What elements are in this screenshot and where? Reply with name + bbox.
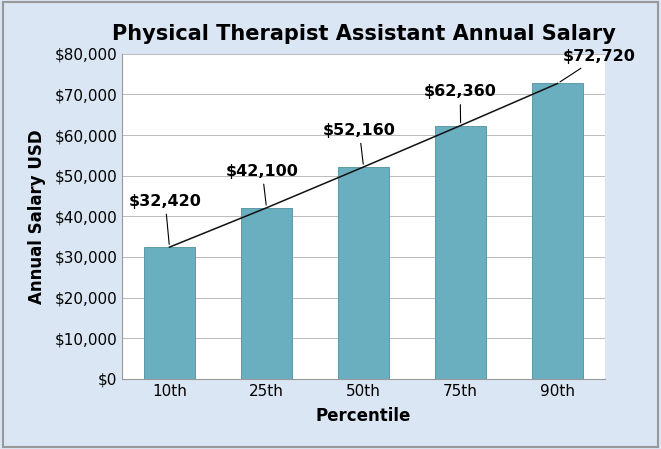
Text: $62,360: $62,360	[424, 84, 496, 123]
X-axis label: Percentile: Percentile	[316, 407, 411, 425]
Title: Physical Therapist Assistant Annual Salary: Physical Therapist Assistant Annual Sala…	[112, 24, 615, 44]
Text: $42,100: $42,100	[226, 163, 299, 205]
Text: $52,160: $52,160	[323, 123, 396, 164]
Bar	[241, 208, 292, 379]
Bar	[338, 167, 389, 379]
Y-axis label: Annual Salary USD: Annual Salary USD	[28, 129, 46, 304]
Bar	[144, 247, 195, 379]
Bar	[532, 84, 583, 379]
Text: $72,720: $72,720	[560, 49, 635, 82]
Bar	[436, 126, 486, 379]
Text: $32,420: $32,420	[129, 194, 202, 244]
